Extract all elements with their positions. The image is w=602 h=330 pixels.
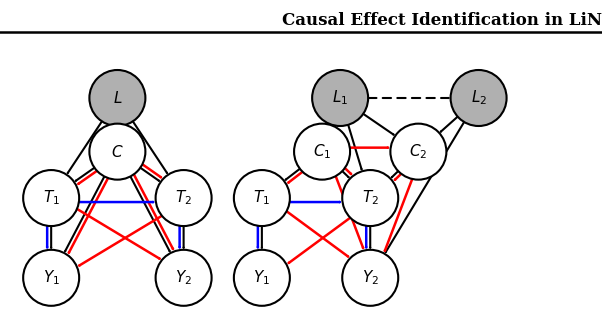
Text: $Y_{2}$: $Y_{2}$ bbox=[175, 268, 192, 287]
FancyArrowPatch shape bbox=[288, 172, 302, 182]
FancyArrowPatch shape bbox=[386, 122, 464, 252]
Circle shape bbox=[155, 250, 212, 306]
FancyArrowPatch shape bbox=[363, 114, 394, 135]
FancyArrowPatch shape bbox=[286, 169, 300, 180]
Text: $L$: $L$ bbox=[113, 90, 122, 106]
Text: $C_{2}$: $C_{2}$ bbox=[409, 142, 427, 161]
FancyArrowPatch shape bbox=[287, 212, 348, 256]
FancyArrowPatch shape bbox=[131, 177, 170, 251]
Text: $Y_{1}$: $Y_{1}$ bbox=[43, 268, 60, 287]
Text: $L_{1}$: $L_{1}$ bbox=[332, 89, 348, 107]
Circle shape bbox=[234, 250, 290, 306]
Text: $T_{1}$: $T_{1}$ bbox=[253, 189, 270, 207]
Text: $Y_{2}$: $Y_{2}$ bbox=[362, 268, 379, 287]
FancyArrowPatch shape bbox=[336, 176, 363, 248]
Text: $L_{2}$: $L_{2}$ bbox=[471, 89, 486, 107]
Text: $T_{2}$: $T_{2}$ bbox=[362, 189, 379, 207]
Circle shape bbox=[450, 70, 507, 126]
Text: $C$: $C$ bbox=[111, 144, 123, 160]
FancyArrowPatch shape bbox=[345, 168, 351, 174]
FancyArrowPatch shape bbox=[395, 174, 401, 180]
FancyArrowPatch shape bbox=[289, 218, 350, 263]
Circle shape bbox=[89, 70, 146, 126]
FancyArrowPatch shape bbox=[385, 179, 412, 251]
FancyArrowPatch shape bbox=[140, 168, 159, 181]
Circle shape bbox=[23, 170, 79, 226]
FancyArrowPatch shape bbox=[69, 178, 108, 253]
Circle shape bbox=[234, 170, 290, 226]
Circle shape bbox=[312, 70, 368, 126]
FancyArrowPatch shape bbox=[342, 171, 349, 177]
FancyArrowPatch shape bbox=[65, 177, 104, 251]
FancyArrowPatch shape bbox=[76, 168, 95, 181]
Text: $C_{1}$: $C_{1}$ bbox=[313, 142, 331, 161]
FancyArrowPatch shape bbox=[78, 171, 97, 184]
FancyArrowPatch shape bbox=[134, 175, 173, 249]
Circle shape bbox=[342, 170, 399, 226]
Text: $T_{1}$: $T_{1}$ bbox=[43, 189, 60, 207]
FancyArrowPatch shape bbox=[441, 116, 458, 132]
FancyArrowPatch shape bbox=[331, 123, 332, 125]
Circle shape bbox=[155, 170, 212, 226]
Text: Causal Effect Identification in LiN: Causal Effect Identification in LiN bbox=[282, 12, 602, 29]
FancyArrowPatch shape bbox=[348, 125, 362, 169]
Text: $T_{2}$: $T_{2}$ bbox=[175, 189, 192, 207]
Circle shape bbox=[342, 250, 399, 306]
FancyArrowPatch shape bbox=[68, 121, 102, 173]
Circle shape bbox=[294, 124, 350, 180]
FancyArrowPatch shape bbox=[143, 164, 161, 177]
FancyArrowPatch shape bbox=[79, 216, 162, 266]
Circle shape bbox=[390, 124, 447, 180]
Circle shape bbox=[89, 124, 146, 180]
FancyArrowPatch shape bbox=[392, 171, 399, 177]
FancyArrowPatch shape bbox=[133, 121, 167, 173]
Circle shape bbox=[23, 250, 79, 306]
FancyArrowPatch shape bbox=[77, 209, 160, 259]
Text: $Y_{1}$: $Y_{1}$ bbox=[253, 268, 270, 287]
